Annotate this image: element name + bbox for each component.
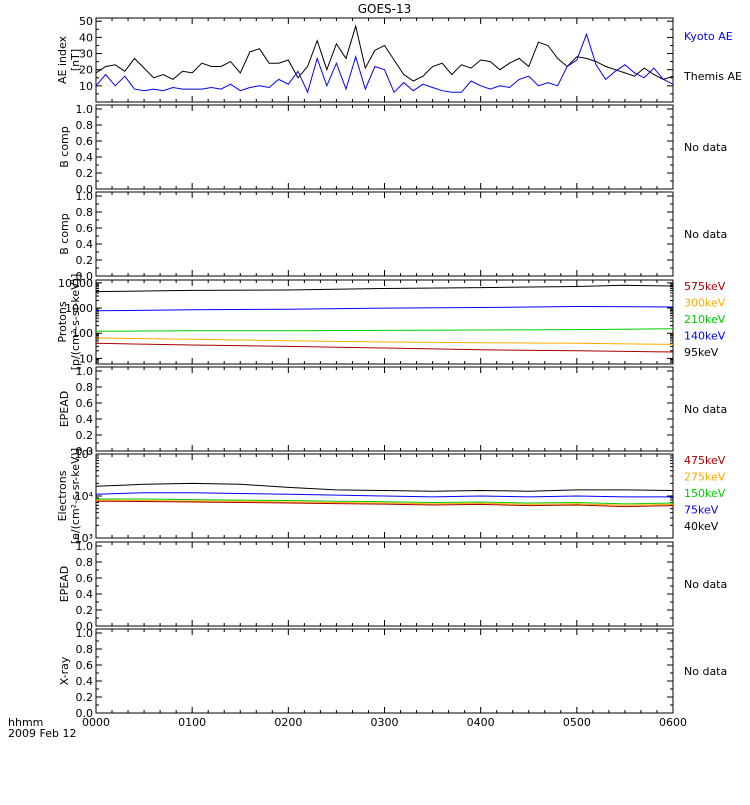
y-tick-label-b-comp-1: 0.6 (76, 135, 94, 148)
y-tick-label-epead-2: 1.0 (76, 540, 94, 553)
series-line-electrons-150kev (96, 498, 674, 505)
y-tick-label-ae: 20 (79, 64, 93, 77)
legend-electrons-275kev: 275keV (684, 471, 726, 484)
y-tick-label-epead-1: 0.8 (76, 381, 94, 394)
series-line-electrons-475kev (95, 482, 674, 492)
y-tick-label-x-ray: 0.2 (76, 691, 94, 704)
legend-protons-210kev: 210keV (684, 313, 726, 326)
panel-frame-epead-1 (95, 366, 674, 452)
series-line-protons-140kev (95, 337, 674, 345)
y-tick-label-ae: 50 (79, 15, 93, 28)
x-tick-label: 0100 (178, 716, 206, 729)
y-tick-label-epead-2: 0.6 (76, 572, 94, 585)
y-axis-label-electrons: Electrons (56, 470, 69, 521)
legend-kyoto-ae: Kyoto AE (684, 30, 733, 43)
x-tick-label: 0300 (371, 716, 399, 729)
y-tick-label-x-ray: 0.6 (76, 659, 94, 672)
no-data-label-epead-1: No data (684, 403, 727, 416)
legend-protons-575kev: 575keV (684, 280, 726, 293)
plot-title: GOES-13 (358, 2, 412, 16)
y-tick-label-b-comp-1: 0.2 (76, 167, 94, 180)
legend-protons-95kev: 95keV (684, 346, 719, 359)
y-tick-label-x-ray: 0.4 (76, 675, 94, 688)
y-tick-label-ae: 40 (79, 31, 93, 44)
series-line-electrons-75kev (95, 499, 674, 506)
y-tick-label-epead-2: 0.0 (76, 620, 94, 633)
y-tick-label-protons: 100 (72, 327, 93, 340)
legend-protons-300kev: 300keV (684, 297, 726, 310)
series-line-protons-300kev (95, 305, 674, 312)
legend-electrons-475kev: 475keV (684, 454, 726, 467)
panel-frame-epead-2 (95, 541, 674, 627)
legend-electrons-40kev: 40keV (684, 520, 719, 533)
y-axis-unit-electrons: [e/(cm²-s-sr-keV)] (69, 448, 82, 544)
x-tick-label: 0500 (563, 716, 591, 729)
y-tick-label-epead-1: 0.0 (76, 445, 94, 458)
series-line-protons-210kev (95, 328, 674, 332)
y-tick-label-epead-2: 0.4 (76, 588, 94, 601)
y-tick-label-ae: 10 (79, 80, 93, 93)
x-axis-label: hhmm (8, 716, 43, 729)
y-axis-label-b-comp-2: B comp (58, 213, 71, 255)
y-tick-label-electrons: 10⁵ (75, 448, 93, 461)
y-tick-label-b-comp-2: 0.4 (76, 238, 94, 251)
y-tick-label-x-ray: 0.0 (76, 707, 94, 720)
legend-themis-ae: Themis AE (683, 70, 742, 83)
series-line-electrons-275kev (95, 492, 673, 498)
y-tick-label-epead-1: 0.2 (76, 429, 94, 442)
y-axis-label-epead-1: EPEAD (58, 391, 71, 428)
y-tick-label-epead-1: 0.4 (76, 413, 94, 426)
no-data-label-b-comp-2: No data (684, 228, 727, 241)
y-tick-label-b-comp-2: 0.2 (76, 254, 94, 267)
y-tick-label-ae: 30 (79, 48, 93, 61)
y-tick-label-electrons: 10³ (75, 532, 93, 545)
series-line-protons-575kev (95, 284, 674, 293)
x-axis-date: 2009 Feb 12 (8, 727, 76, 740)
legend-protons-140kev: 140keV (684, 330, 726, 343)
series-line-protons-95kev (95, 342, 674, 353)
x-tick-label: 0600 (659, 716, 687, 729)
panel-frame-b-comp-1 (95, 104, 674, 190)
y-tick-label-epead-1: 0.6 (76, 397, 94, 410)
no-data-label-epead-2: No data (684, 578, 727, 591)
y-tick-label-protons: 1000 (65, 302, 93, 315)
y-tick-label-electrons: 10⁴ (75, 490, 94, 503)
y-axis-label-ae: AE index (56, 35, 69, 84)
series-line-ae-themis-ae (95, 24, 674, 82)
y-tick-label-x-ray: 0.8 (76, 643, 94, 656)
y-tick-label-b-comp-2: 0.6 (76, 222, 94, 235)
series-line-electrons-40kev (95, 500, 674, 508)
panel-frame-x-ray (95, 628, 674, 714)
x-tick-label: 0400 (467, 716, 495, 729)
y-axis-label-protons: Protons (56, 301, 69, 342)
y-tick-label-b-comp-1: 0.8 (76, 119, 94, 132)
y-axis-unit-ae: [nT] (69, 49, 82, 71)
legend-electrons-150kev: 150keV (684, 487, 726, 500)
y-axis-label-x-ray: X-ray (58, 656, 71, 685)
y-axis-label-b-comp-1: B comp (58, 126, 71, 168)
no-data-label-x-ray: No data (684, 665, 727, 678)
series-line-ae-kyoto-ae (95, 32, 674, 94)
y-tick-label-b-comp-1: 1.0 (76, 103, 94, 116)
y-tick-label-b-comp-2: 0.0 (76, 270, 94, 283)
y-tick-label-protons: 10000 (58, 277, 93, 290)
x-tick-label: 0200 (274, 716, 302, 729)
no-data-label-b-comp-1: No data (684, 141, 727, 154)
y-tick-label-b-comp-2: 1.0 (76, 190, 94, 203)
y-tick-label-protons: 10 (79, 352, 93, 365)
y-tick-label-epead-2: 0.8 (76, 556, 94, 569)
y-tick-label-epead-1: 1.0 (76, 365, 94, 378)
y-tick-label-epead-2: 0.2 (76, 604, 94, 617)
y-tick-label-b-comp-1: 0.0 (76, 183, 94, 196)
x-tick-label: 0000 (82, 716, 110, 729)
y-axis-unit-protons: [p/(cm²-s-sr-keV)] (69, 274, 82, 371)
legend-electrons-75kev: 75keV (684, 504, 719, 517)
panel-frame-b-comp-2 (95, 191, 674, 277)
y-axis-label-epead-2: EPEAD (58, 566, 71, 603)
y-tick-label-x-ray: 1.0 (76, 627, 94, 640)
y-tick-label-b-comp-1: 0.4 (76, 151, 94, 164)
y-tick-label-b-comp-2: 0.8 (76, 206, 94, 219)
